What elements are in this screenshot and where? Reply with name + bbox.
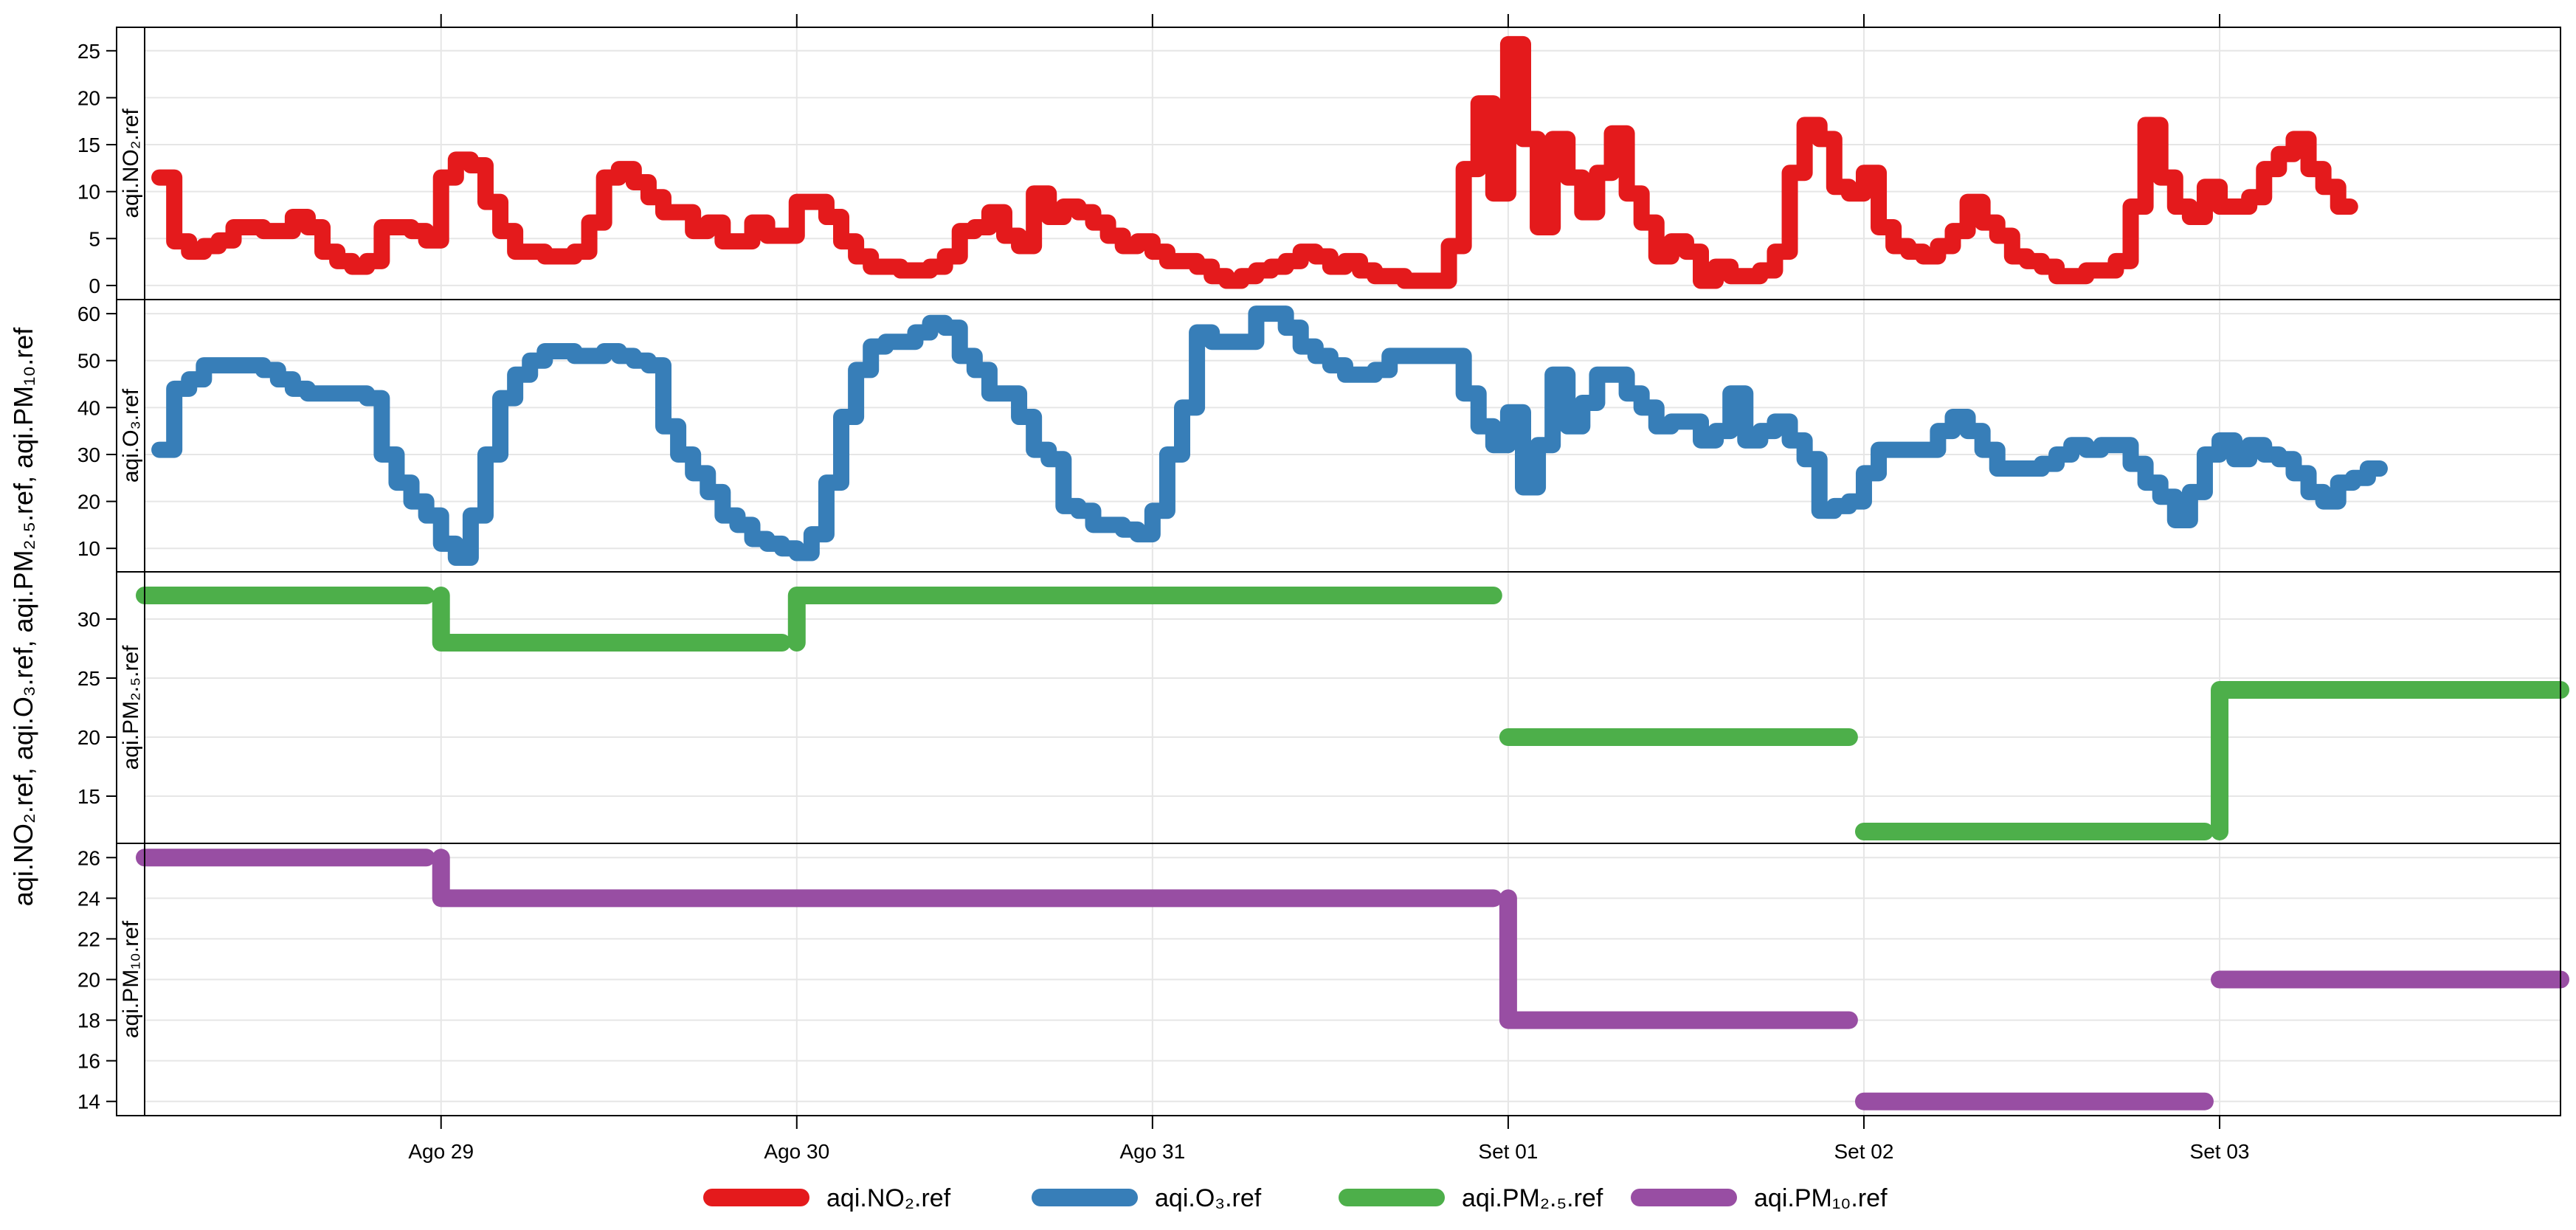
- x-tick-label: Set 02: [1834, 1140, 1893, 1163]
- y-tick-label: 30: [77, 443, 100, 466]
- y-tick-label: 10: [77, 537, 100, 560]
- y-tick-label: 14: [77, 1091, 100, 1113]
- y-tick-label: 25: [77, 667, 100, 690]
- y-tick-label: 20: [77, 969, 100, 992]
- y-tick-label: 22: [77, 927, 100, 950]
- x-tick-label: Set 01: [1478, 1140, 1538, 1163]
- y-tick-label: 60: [77, 303, 100, 325]
- series-step-line: [136, 587, 2569, 840]
- y-tick-label: 26: [77, 846, 100, 869]
- x-tick-label: Ago 30: [764, 1140, 829, 1163]
- y-tick-label: 18: [77, 1009, 100, 1032]
- panel-strip-label: aqi.PM₁₀.ref: [119, 920, 143, 1038]
- y-tick-label: 16: [77, 1050, 100, 1073]
- series-line: [151, 35, 2358, 289]
- y-tick-label: 15: [77, 134, 100, 156]
- legend-label: aqi.PM₁₀.ref: [1754, 1184, 1888, 1212]
- panel-frame: [116, 571, 2561, 844]
- y-tick-label: 15: [77, 785, 100, 808]
- x-tick-label: Ago 29: [408, 1140, 474, 1163]
- text-layer: aqi.NO₂.ref, aqi.O₃.ref, aqi.PM₂.₅.ref, …: [8, 40, 2250, 1163]
- x-tick-label: Set 03: [2190, 1140, 2250, 1163]
- panel-strip-label: aqi.O₃.ref: [119, 388, 143, 483]
- legend: aqi.NO₂.ref aqi.O₃.ref aqi.PM₂.₅.ref aqi.PM…: [703, 1184, 1888, 1212]
- series-step-line: [136, 849, 2569, 1110]
- y-tick-label: 0: [89, 274, 100, 297]
- y-tick-label: 25: [77, 40, 100, 63]
- legend-label: aqi.NO₂.ref: [826, 1184, 951, 1212]
- y-tick-label: 20: [77, 86, 100, 109]
- panel-strip-label: aqi.NO₂.ref: [119, 108, 143, 218]
- legend-label: aqi.PM₂.₅.ref: [1462, 1184, 1603, 1212]
- y-tick-label: 30: [77, 608, 100, 631]
- y-tick-label: 20: [77, 491, 100, 514]
- y-tick-label: 24: [77, 887, 100, 910]
- y-tick-label: 50: [77, 350, 100, 373]
- data-layer: [136, 35, 2569, 1110]
- y-axis-label: aqi.NO₂.ref, aqi.O₃.ref, aqi.PM₂.₅.ref, …: [8, 327, 38, 906]
- x-tick-label: Ago 31: [1119, 1140, 1185, 1163]
- panel-frame: [116, 843, 2561, 1116]
- y-tick-label: 10: [77, 181, 100, 204]
- panel-frame: [116, 299, 2561, 573]
- legend-label: aqi.O₃.ref: [1155, 1184, 1262, 1212]
- frame-layer: [106, 14, 2561, 1129]
- panel-strip-label: aqi.PM₂.₅.ref: [119, 645, 143, 770]
- series-line: [151, 305, 2388, 566]
- y-tick-label: 20: [77, 726, 100, 749]
- y-tick-label: 40: [77, 396, 100, 419]
- y-tick-label: 5: [89, 227, 100, 250]
